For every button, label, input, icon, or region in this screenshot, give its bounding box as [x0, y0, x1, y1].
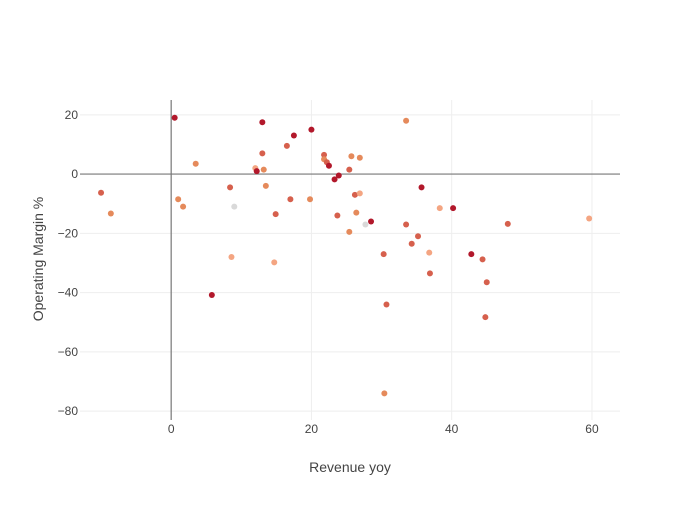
- x-tick-label: 20: [305, 422, 319, 436]
- y-tick-label: −60: [58, 345, 79, 359]
- data-point: [287, 196, 294, 203]
- data-point: [356, 190, 363, 197]
- data-point: [356, 154, 363, 161]
- data-point: [331, 176, 338, 183]
- data-point: [231, 203, 238, 210]
- data-point: [348, 153, 355, 160]
- data-point: [175, 196, 182, 203]
- data-point: [418, 184, 425, 191]
- data-point: [259, 150, 266, 157]
- x-tick-label: 0: [168, 422, 175, 436]
- data-point: [436, 205, 443, 212]
- data-point: [403, 117, 410, 124]
- y-tick-label: −40: [58, 286, 79, 300]
- data-point: [415, 233, 422, 240]
- data-point: [426, 270, 433, 277]
- data-point: [504, 220, 511, 227]
- y-tick-label: 0: [71, 167, 78, 181]
- y-axis-ticks: 20 0 −20 −40 −60 −80: [58, 108, 79, 418]
- y-tick-label: −20: [58, 226, 79, 240]
- data-point: [307, 196, 314, 203]
- y-axis-title: Operating Margin %: [30, 197, 46, 322]
- data-point: [107, 210, 114, 217]
- data-point: [380, 251, 387, 258]
- x-axis-title: Revenue yoy: [309, 459, 391, 475]
- data-point: [208, 291, 215, 298]
- data-point: [482, 314, 489, 321]
- x-tick-label: 40: [445, 422, 459, 436]
- data-point: [479, 256, 486, 263]
- x-tick-label: 60: [585, 422, 599, 436]
- data-point: [260, 166, 267, 173]
- data-point: [272, 211, 279, 218]
- data-point: [259, 119, 266, 126]
- data-point: [308, 126, 315, 133]
- data-point: [335, 172, 342, 179]
- data-point: [283, 142, 290, 149]
- data-point: [381, 390, 388, 397]
- data-point: [334, 212, 341, 219]
- data-point: [180, 203, 187, 210]
- data-point: [403, 221, 410, 228]
- y-tick-label: 20: [65, 108, 79, 122]
- data-point: [346, 166, 353, 173]
- data-points: [98, 114, 593, 397]
- data-point: [346, 228, 353, 235]
- data-point: [483, 279, 490, 286]
- data-point: [290, 132, 297, 139]
- data-point: [253, 168, 260, 175]
- data-point: [321, 151, 328, 158]
- data-point: [426, 249, 433, 256]
- x-axis-ticks: 0 20 40 60: [168, 422, 599, 436]
- data-point: [227, 184, 234, 191]
- data-point: [586, 215, 593, 222]
- data-point: [192, 160, 199, 167]
- data-point: [383, 301, 390, 308]
- data-point: [98, 189, 105, 196]
- data-point: [171, 114, 178, 121]
- data-point: [353, 209, 360, 216]
- data-point: [325, 162, 332, 169]
- data-point: [351, 191, 358, 198]
- data-point: [468, 251, 475, 258]
- data-point: [408, 240, 415, 247]
- data-point: [228, 254, 235, 261]
- zero-lines: [80, 100, 620, 420]
- data-point: [362, 221, 369, 228]
- data-point: [450, 205, 457, 212]
- data-point: [271, 259, 278, 266]
- data-point: [262, 182, 269, 189]
- data-point: [368, 218, 375, 225]
- y-tick-label: −80: [58, 404, 79, 418]
- gridlines: [80, 100, 620, 420]
